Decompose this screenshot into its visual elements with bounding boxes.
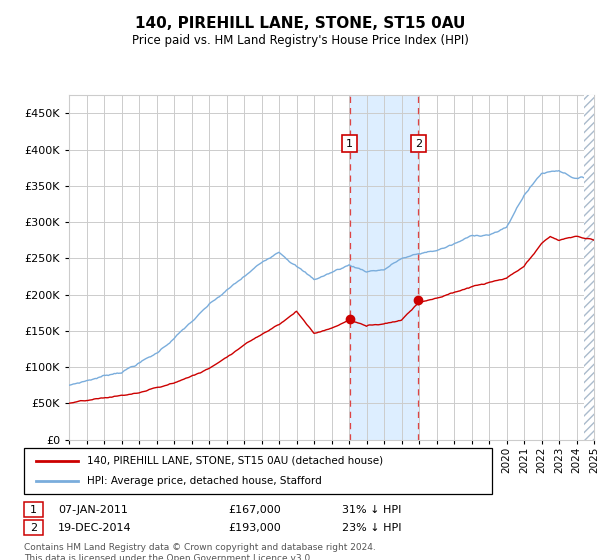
- Text: 140, PIREHILL LANE, STONE, ST15 0AU (detached house): 140, PIREHILL LANE, STONE, ST15 0AU (det…: [87, 456, 383, 466]
- Text: £167,000: £167,000: [228, 505, 281, 515]
- Text: 23% ↓ HPI: 23% ↓ HPI: [342, 522, 401, 533]
- Text: Price paid vs. HM Land Registry's House Price Index (HPI): Price paid vs. HM Land Registry's House …: [131, 34, 469, 46]
- Text: 31% ↓ HPI: 31% ↓ HPI: [342, 505, 401, 515]
- Text: 2: 2: [415, 139, 422, 149]
- Bar: [584, 95, 594, 440]
- Text: 19-DEC-2014: 19-DEC-2014: [58, 522, 132, 533]
- Text: HPI: Average price, detached house, Stafford: HPI: Average price, detached house, Staf…: [87, 476, 322, 486]
- Text: 1: 1: [30, 505, 37, 515]
- Text: 140, PIREHILL LANE, STONE, ST15 0AU: 140, PIREHILL LANE, STONE, ST15 0AU: [135, 16, 465, 31]
- Text: 1: 1: [346, 139, 353, 149]
- Text: £193,000: £193,000: [228, 522, 281, 533]
- Text: Contains HM Land Registry data © Crown copyright and database right 2024.
This d: Contains HM Land Registry data © Crown c…: [24, 543, 376, 560]
- Bar: [350, 95, 418, 440]
- Text: 2: 2: [30, 522, 37, 533]
- Text: 07-JAN-2011: 07-JAN-2011: [58, 505, 128, 515]
